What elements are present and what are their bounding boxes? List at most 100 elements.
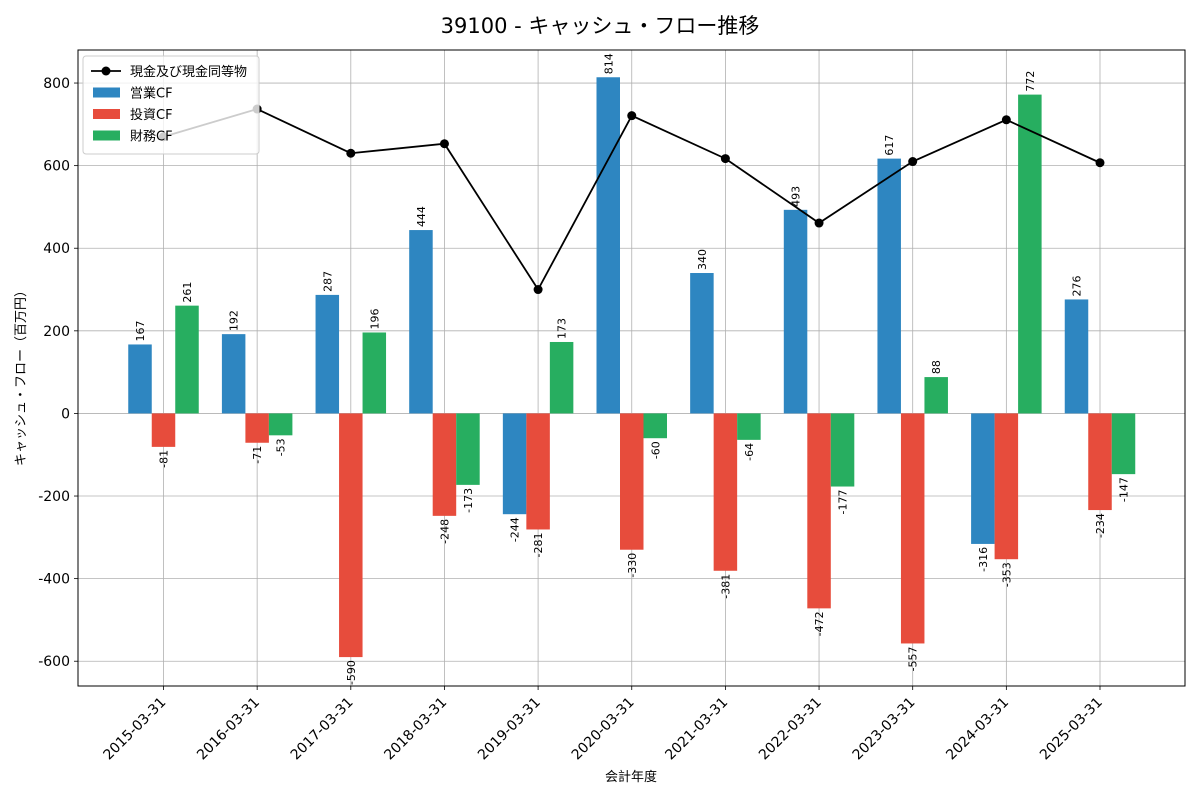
data-label: -71 (251, 446, 264, 464)
bar-営業CF (877, 158, 901, 414)
bar-財務CF (268, 413, 293, 436)
x-axis-title: 会計年度 (605, 769, 657, 785)
x-tick-label: 2019-03-31 (475, 695, 544, 764)
bar-営業CF (783, 209, 808, 414)
legend-marker (101, 66, 111, 76)
line-point (1095, 158, 1105, 168)
bar-投資CF (339, 413, 363, 658)
x-tick-label: 2020-03-31 (569, 695, 638, 764)
bar-営業CF (502, 413, 527, 515)
data-label: -64 (743, 443, 756, 461)
x-tick-label: 2018-03-31 (381, 695, 450, 764)
data-label: 192 (228, 310, 241, 331)
bar-財務CF (830, 413, 855, 487)
data-label: -557 (907, 646, 920, 671)
bar-営業CF (1064, 299, 1089, 414)
plot-frame (77, 49, 1186, 687)
data-label: -248 (438, 519, 451, 544)
x-tick-label: 2017-03-31 (288, 695, 357, 764)
line-point (533, 285, 543, 295)
y-tick-label: 200 (43, 324, 70, 340)
line-point (908, 157, 918, 167)
data-label: -590 (345, 660, 358, 685)
bar-営業CF (971, 413, 995, 544)
y-tick-label: 800 (43, 76, 70, 92)
data-label: -53 (275, 438, 288, 456)
data-label: -244 (509, 517, 522, 542)
bar-投資CF (432, 413, 457, 516)
bar-投資CF (807, 413, 831, 609)
bar-投資CF (1088, 413, 1112, 511)
legend-box (82, 55, 260, 155)
legend-label: 財務CF (130, 130, 173, 145)
labels-layer: 167 192 287 444 -244 814 340 493 617 -316 276 -81 -7… (134, 53, 1131, 685)
data-label: 88 (930, 360, 943, 374)
bar-財務CF (175, 305, 199, 414)
data-label: 340 (696, 249, 709, 270)
bar-財務CF (737, 413, 761, 440)
legend-label: 営業CF (130, 86, 173, 102)
y-tick-label: -200 (38, 489, 70, 505)
line-point (346, 148, 356, 158)
legend-label: 投資CF (130, 107, 173, 123)
legend-bar-swatch (93, 87, 120, 98)
data-label: -330 (626, 553, 639, 578)
line-point (720, 154, 730, 164)
data-label: 287 (321, 271, 334, 292)
legend-label: 現金及び現金同等物 (130, 64, 247, 80)
legend-bar-swatch (93, 109, 120, 119)
data-label: -472 (813, 611, 826, 636)
x-tick-label: 2016-03-31 (194, 695, 263, 764)
data-label: -60 (649, 441, 662, 459)
x-tick-label: 2021-03-31 (662, 695, 731, 764)
data-label: 493 (790, 186, 803, 207)
data-label: 276 (1071, 275, 1084, 296)
y-tick-label: 600 (43, 159, 70, 175)
bar-投資CF (526, 413, 550, 530)
bar-財務CF (643, 413, 667, 439)
bar-財務CF (362, 332, 387, 414)
line-point (814, 218, 824, 228)
data-label: -381 (719, 574, 732, 599)
data-label: 814 (602, 53, 615, 74)
bar-財務CF (1111, 413, 1136, 475)
data-label: -281 (532, 532, 545, 557)
bar-財務CF (549, 341, 574, 414)
x-tick-label: 2022-03-31 (756, 695, 825, 764)
bar-営業CF (690, 273, 714, 414)
data-label: 167 (134, 320, 147, 341)
bars-layer (128, 77, 1136, 658)
bar-営業CF (128, 344, 152, 414)
bar-財務CF (456, 413, 480, 485)
data-label: 261 (181, 282, 194, 303)
bar-投資CF (620, 413, 644, 550)
line-point (1001, 115, 1011, 125)
legend-bar-swatch (93, 130, 120, 141)
y-tick-label: 0 (61, 406, 70, 422)
line-point (439, 139, 449, 149)
data-label: -177 (837, 490, 850, 515)
chart-title: 39100 - キャッシュ・フロー推移 (441, 14, 760, 38)
y-tick-label: -600 (38, 654, 70, 670)
bar-投資CF (713, 413, 738, 571)
data-label: 196 (368, 308, 381, 329)
data-label: -147 (1118, 477, 1131, 502)
bar-財務CF (1018, 94, 1042, 414)
bar-営業CF (409, 230, 433, 414)
x-tick-label: 2025-03-31 (1037, 695, 1106, 764)
data-label: 444 (415, 206, 428, 227)
data-label: -234 (1094, 513, 1107, 538)
bar-営業CF (596, 77, 620, 414)
data-label: 617 (883, 135, 896, 156)
bar-投資CF (994, 413, 1019, 560)
bar-営業CF (221, 334, 246, 414)
line-point (627, 111, 637, 121)
data-label: -353 (1000, 562, 1013, 587)
y-tick-label: -400 (38, 572, 70, 588)
bar-投資CF (245, 413, 269, 443)
bar-投資CF (151, 413, 176, 447)
y-axis-title: キャッシュ・フロー（百万円） (14, 284, 29, 466)
